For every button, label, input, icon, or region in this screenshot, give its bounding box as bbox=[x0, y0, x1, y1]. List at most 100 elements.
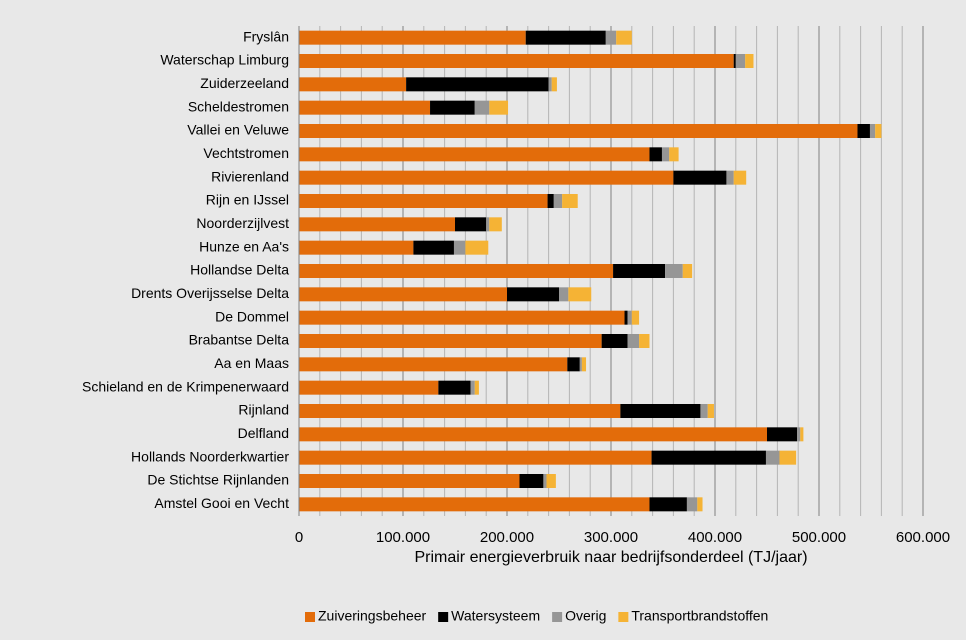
bar-segment bbox=[299, 77, 407, 92]
bar-segment bbox=[299, 287, 507, 302]
bar-segment bbox=[553, 194, 563, 208]
bar-segment bbox=[616, 30, 632, 45]
bar-segment bbox=[438, 380, 471, 395]
y-tick-label: Drents Overijsselse Delta bbox=[131, 285, 289, 301]
y-tick-label: Rijn en IJssel bbox=[206, 192, 289, 208]
bar-segment bbox=[299, 310, 625, 325]
bar-segment bbox=[519, 474, 544, 488]
bar-segment bbox=[651, 450, 766, 465]
bar-segment bbox=[299, 427, 767, 442]
bar-segment bbox=[733, 54, 736, 68]
legend-swatch bbox=[618, 612, 629, 622]
bar-segment bbox=[430, 100, 475, 115]
bar-segment bbox=[735, 54, 746, 68]
bar-segment bbox=[474, 100, 490, 115]
bar-segment bbox=[548, 77, 552, 92]
x-axis-label: Primair energieverbruik naar bedrijfsond… bbox=[414, 549, 807, 566]
y-tick-label: Rivierenland bbox=[211, 168, 289, 184]
bar-segment bbox=[299, 497, 650, 512]
bar-segment bbox=[639, 334, 650, 348]
x-tick-label: 500.000 bbox=[792, 529, 846, 546]
bar-segment bbox=[299, 334, 602, 348]
bar-segment bbox=[470, 380, 475, 395]
bar-segment bbox=[299, 100, 431, 115]
bar-segment bbox=[465, 240, 489, 255]
legend-label: Overig bbox=[565, 608, 606, 624]
bar-segment bbox=[299, 357, 568, 372]
x-tick-label: 100.000 bbox=[376, 529, 430, 546]
y-tick-label: Schieland en de Krimpenerwaard bbox=[82, 378, 289, 394]
bar-segment bbox=[661, 147, 670, 162]
bar-segment bbox=[581, 357, 587, 372]
bar-segment bbox=[567, 357, 580, 372]
y-tick-label: De Stichtse Rijnlanden bbox=[147, 472, 289, 488]
legend-swatch bbox=[438, 612, 449, 622]
bar-segment bbox=[299, 404, 621, 418]
bar-segment bbox=[489, 100, 509, 115]
bar-segment bbox=[627, 334, 640, 348]
y-tick-label: Vechtstromen bbox=[203, 145, 289, 161]
y-tick-label: Scheldestromen bbox=[188, 98, 289, 114]
bar-segment bbox=[299, 147, 650, 162]
legend-swatch bbox=[552, 612, 563, 622]
legend-label: Zuiveringsbeheer bbox=[318, 608, 427, 624]
bar-segment bbox=[299, 217, 455, 232]
bar-segment bbox=[486, 217, 490, 232]
bar-segment bbox=[605, 30, 617, 45]
bar-segment bbox=[579, 357, 582, 372]
bar-segment bbox=[489, 217, 502, 232]
bar-segment bbox=[613, 264, 666, 278]
legend-swatch bbox=[305, 612, 315, 622]
y-tick-label: Waterschap Limburg bbox=[160, 52, 289, 68]
bar-segment bbox=[631, 310, 640, 325]
bar-segment bbox=[507, 287, 559, 302]
legend-label: Transportbrandstoffen bbox=[631, 608, 768, 624]
bar-segment bbox=[875, 124, 882, 138]
bar-segment bbox=[673, 170, 727, 185]
y-tick-label: Zuiderzeeland bbox=[200, 75, 289, 91]
bar-segment bbox=[299, 170, 674, 185]
y-tick-label: Fryslân bbox=[243, 28, 289, 44]
bar-segment bbox=[299, 240, 414, 255]
bar-segment bbox=[620, 404, 701, 418]
bar-segment bbox=[525, 30, 606, 45]
x-tick-label: 400.000 bbox=[688, 529, 742, 546]
y-tick-label: Hunze en Aa's bbox=[199, 238, 289, 254]
bar-segment bbox=[568, 287, 592, 302]
bar-segment bbox=[733, 170, 747, 185]
x-tick-label: 200.000 bbox=[480, 529, 534, 546]
x-tick-label: 300.000 bbox=[584, 529, 638, 546]
bar-segment bbox=[707, 404, 714, 418]
bar-segment bbox=[299, 264, 614, 278]
y-tick-label: Hollands Noorderkwartier bbox=[131, 448, 289, 464]
bar-segment bbox=[453, 240, 466, 255]
y-tick-label: Amstel Gooi en Vecht bbox=[154, 495, 289, 511]
bar-segment bbox=[800, 427, 804, 442]
bar-segment bbox=[665, 264, 683, 278]
bar-segment bbox=[700, 404, 708, 418]
bar-segment bbox=[406, 77, 549, 92]
bar-segment bbox=[299, 380, 439, 395]
bar-segment bbox=[547, 194, 554, 208]
bar-segment bbox=[686, 497, 698, 512]
bar-segment bbox=[299, 30, 526, 45]
bar-segment bbox=[649, 147, 662, 162]
bar-segment bbox=[779, 450, 797, 465]
bar-segment bbox=[601, 334, 628, 348]
bar-segment bbox=[682, 264, 693, 278]
bar-segment bbox=[455, 217, 487, 232]
x-tick-label: 0 bbox=[295, 529, 303, 546]
y-tick-label: De Dommel bbox=[215, 308, 289, 324]
bar-segment bbox=[745, 54, 754, 68]
bar-segment bbox=[543, 474, 547, 488]
bar-segment bbox=[669, 147, 679, 162]
bar-segment bbox=[474, 380, 479, 395]
bar-segment bbox=[299, 124, 858, 138]
bar-segment bbox=[551, 77, 557, 92]
bar-segment bbox=[765, 450, 780, 465]
bar-segment bbox=[726, 170, 734, 185]
bar-segment bbox=[299, 450, 652, 465]
bar-segment bbox=[562, 194, 578, 208]
bar-segment bbox=[413, 240, 454, 255]
bar-segment bbox=[697, 497, 703, 512]
